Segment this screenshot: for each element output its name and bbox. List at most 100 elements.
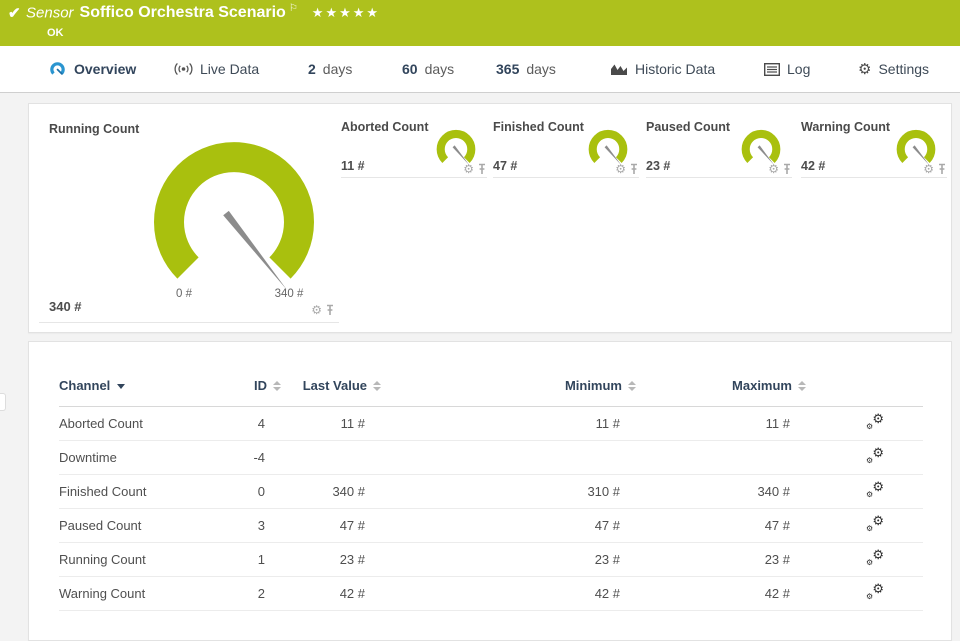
table-row[interactable]: Warning Count 2 42 # 42 # 42 # ⚙ ⚙ bbox=[59, 576, 923, 611]
column-header-minimum[interactable]: Minimum bbox=[381, 372, 636, 407]
column-label: Maximum bbox=[732, 378, 792, 393]
tab-live-data[interactable]: Live Data bbox=[174, 46, 259, 92]
sort-icon bbox=[273, 380, 281, 391]
table-row[interactable]: Finished Count 0 340 # 310 # 340 # ⚙ ⚙ bbox=[59, 474, 923, 509]
gauge-title: Warning Count bbox=[801, 120, 891, 134]
live-data-icon bbox=[174, 62, 193, 76]
tab-60-days-number: 60 bbox=[402, 61, 418, 77]
channel-settings-gears-icon[interactable]: ⚙ ⚙ bbox=[866, 445, 884, 465]
tab-settings-label: Settings bbox=[878, 61, 930, 77]
column-header-id[interactable]: ID bbox=[219, 372, 281, 407]
channel-maximum: 47 # bbox=[636, 508, 806, 543]
sensor-title: Soffico Orchestra Scenario bbox=[79, 4, 286, 22]
channel-name: Running Count bbox=[59, 542, 219, 577]
channel-maximum: 23 # bbox=[636, 542, 806, 577]
settings-gear-icon: ⚙ bbox=[858, 60, 872, 78]
column-label: Last Value bbox=[302, 378, 367, 393]
gauges-panel: Running Count 0 # 340 # 340 # ⚙ Aborted … bbox=[28, 103, 952, 333]
gauge-value: 11 # bbox=[341, 159, 365, 173]
table-row[interactable]: Downtime -4 ⚙ ⚙ bbox=[59, 440, 923, 475]
gauge-settings-gear-icon[interactable]: ⚙ bbox=[311, 303, 322, 317]
tab-2-days-number: 2 bbox=[308, 61, 316, 77]
channel-settings-gears-icon[interactable]: ⚙ ⚙ bbox=[866, 479, 884, 499]
tab-2-days-label: days bbox=[322, 61, 353, 77]
table-row[interactable]: Aborted Count 4 11 # 11 # 11 # ⚙ ⚙ bbox=[59, 406, 923, 441]
channel-id: -4 bbox=[219, 440, 281, 475]
column-header-maximum[interactable]: Maximum bbox=[636, 372, 806, 407]
channel-maximum: 340 # bbox=[636, 474, 806, 509]
tab-log[interactable]: Log bbox=[764, 46, 810, 92]
tab-365-days-number: 365 bbox=[496, 61, 520, 77]
tab-historic-data[interactable]: Historic Data bbox=[610, 46, 715, 92]
channel-name: Aborted Count bbox=[59, 406, 219, 441]
tab-365-days[interactable]: 365 days bbox=[496, 46, 556, 92]
tab-365-days-label: days bbox=[526, 61, 556, 77]
warning-count-gauge bbox=[896, 129, 936, 166]
tab-60-days[interactable]: 60 days bbox=[402, 46, 454, 92]
table-row[interactable]: Paused Count 3 47 # 47 # 47 # ⚙ ⚙ bbox=[59, 508, 923, 543]
gauge-settings-gear-icon[interactable]: ⚙ bbox=[768, 162, 779, 176]
gauge-value: 23 # bbox=[646, 159, 671, 173]
channel-settings-gears-icon[interactable]: ⚙ ⚙ bbox=[866, 411, 884, 431]
channel-last-value: 340 # bbox=[281, 474, 381, 509]
tab-bar: Overview Live Data 2 days 60 days 365 da… bbox=[0, 46, 960, 139]
pin-icon[interactable] bbox=[782, 163, 792, 175]
sidebar-collapse-handle[interactable] bbox=[0, 393, 6, 411]
channel-id: 3 bbox=[219, 508, 281, 543]
channel-settings-gears-icon[interactable]: ⚙ ⚙ bbox=[866, 581, 884, 601]
column-label: Minimum bbox=[564, 378, 622, 393]
channel-minimum: 23 # bbox=[381, 542, 636, 577]
channel-table: Channel ID Last Value Minimum Maximum bbox=[59, 372, 923, 611]
priority-stars[interactable]: ★★★★★ bbox=[311, 5, 381, 21]
channel-maximum: 11 # bbox=[636, 406, 806, 441]
gauge-settings-gear-icon[interactable]: ⚙ bbox=[463, 162, 474, 176]
channel-minimum: 47 # bbox=[381, 508, 636, 543]
column-label: Channel bbox=[59, 378, 111, 393]
channel-settings-gears-icon[interactable]: ⚙ ⚙ bbox=[866, 547, 884, 567]
channel-minimum: 11 # bbox=[381, 406, 636, 441]
channel-name: Paused Count bbox=[59, 508, 219, 543]
aborted-count-gauge bbox=[436, 129, 476, 166]
pin-icon[interactable] bbox=[477, 163, 487, 175]
pin-icon[interactable] bbox=[937, 163, 947, 175]
tab-60-days-label: days bbox=[424, 61, 455, 77]
gauge-value: 42 # bbox=[801, 159, 826, 173]
gauge-title: Finished Count bbox=[493, 120, 584, 134]
gauge-settings-gear-icon[interactable]: ⚙ bbox=[615, 162, 626, 176]
gauge-value: 340 # bbox=[49, 299, 82, 314]
flag-icon[interactable]: ⚐ bbox=[288, 3, 298, 14]
gauge-scale-min: 0 # bbox=[176, 288, 192, 300]
tab-historic-data-label: Historic Data bbox=[635, 61, 716, 77]
log-icon bbox=[764, 62, 780, 76]
tab-log-label: Log bbox=[787, 61, 811, 77]
channel-name: Downtime bbox=[59, 440, 219, 475]
pin-icon[interactable] bbox=[629, 163, 639, 175]
column-header-actions bbox=[806, 372, 923, 407]
channel-last-value bbox=[281, 440, 381, 475]
gauge-value: 47 # bbox=[493, 159, 518, 173]
running-count-gauge bbox=[154, 142, 314, 290]
sort-icon bbox=[798, 380, 806, 391]
channel-name: Warning Count bbox=[59, 576, 219, 611]
gauge-title: Paused Count bbox=[646, 120, 731, 134]
table-row[interactable]: Running Count 1 23 # 23 # 23 # ⚙ ⚙ bbox=[59, 542, 923, 577]
small-gauge-finished-count: Finished Count 47 # ⚙ bbox=[493, 114, 639, 178]
channel-last-value: 23 # bbox=[281, 542, 381, 577]
column-header-channel[interactable]: Channel bbox=[59, 372, 219, 407]
column-header-last-value[interactable]: Last Value bbox=[281, 372, 381, 407]
pin-icon[interactable] bbox=[325, 304, 335, 316]
channel-minimum: 42 # bbox=[381, 576, 636, 611]
tab-2-days[interactable]: 2 days bbox=[308, 46, 352, 92]
small-gauge-warning-count: Warning Count 42 # ⚙ bbox=[801, 114, 947, 178]
channel-last-value: 11 # bbox=[281, 406, 381, 441]
channel-maximum bbox=[636, 440, 806, 475]
tab-overview[interactable]: Overview bbox=[48, 46, 136, 92]
tab-settings[interactable]: ⚙ Settings bbox=[858, 46, 929, 92]
channel-name: Finished Count bbox=[59, 474, 219, 509]
channel-id: 2 bbox=[219, 576, 281, 611]
small-gauge-aborted-count: Aborted Count 11 # ⚙ bbox=[341, 114, 487, 178]
gauge-settings-gear-icon[interactable]: ⚙ bbox=[923, 162, 934, 176]
channel-settings-gears-icon[interactable]: ⚙ ⚙ bbox=[866, 513, 884, 533]
primary-channel-gauge: Running Count 0 # 340 # 340 # ⚙ bbox=[39, 114, 339, 323]
channels-panel: Channel ID Last Value Minimum Maximum bbox=[28, 341, 952, 641]
